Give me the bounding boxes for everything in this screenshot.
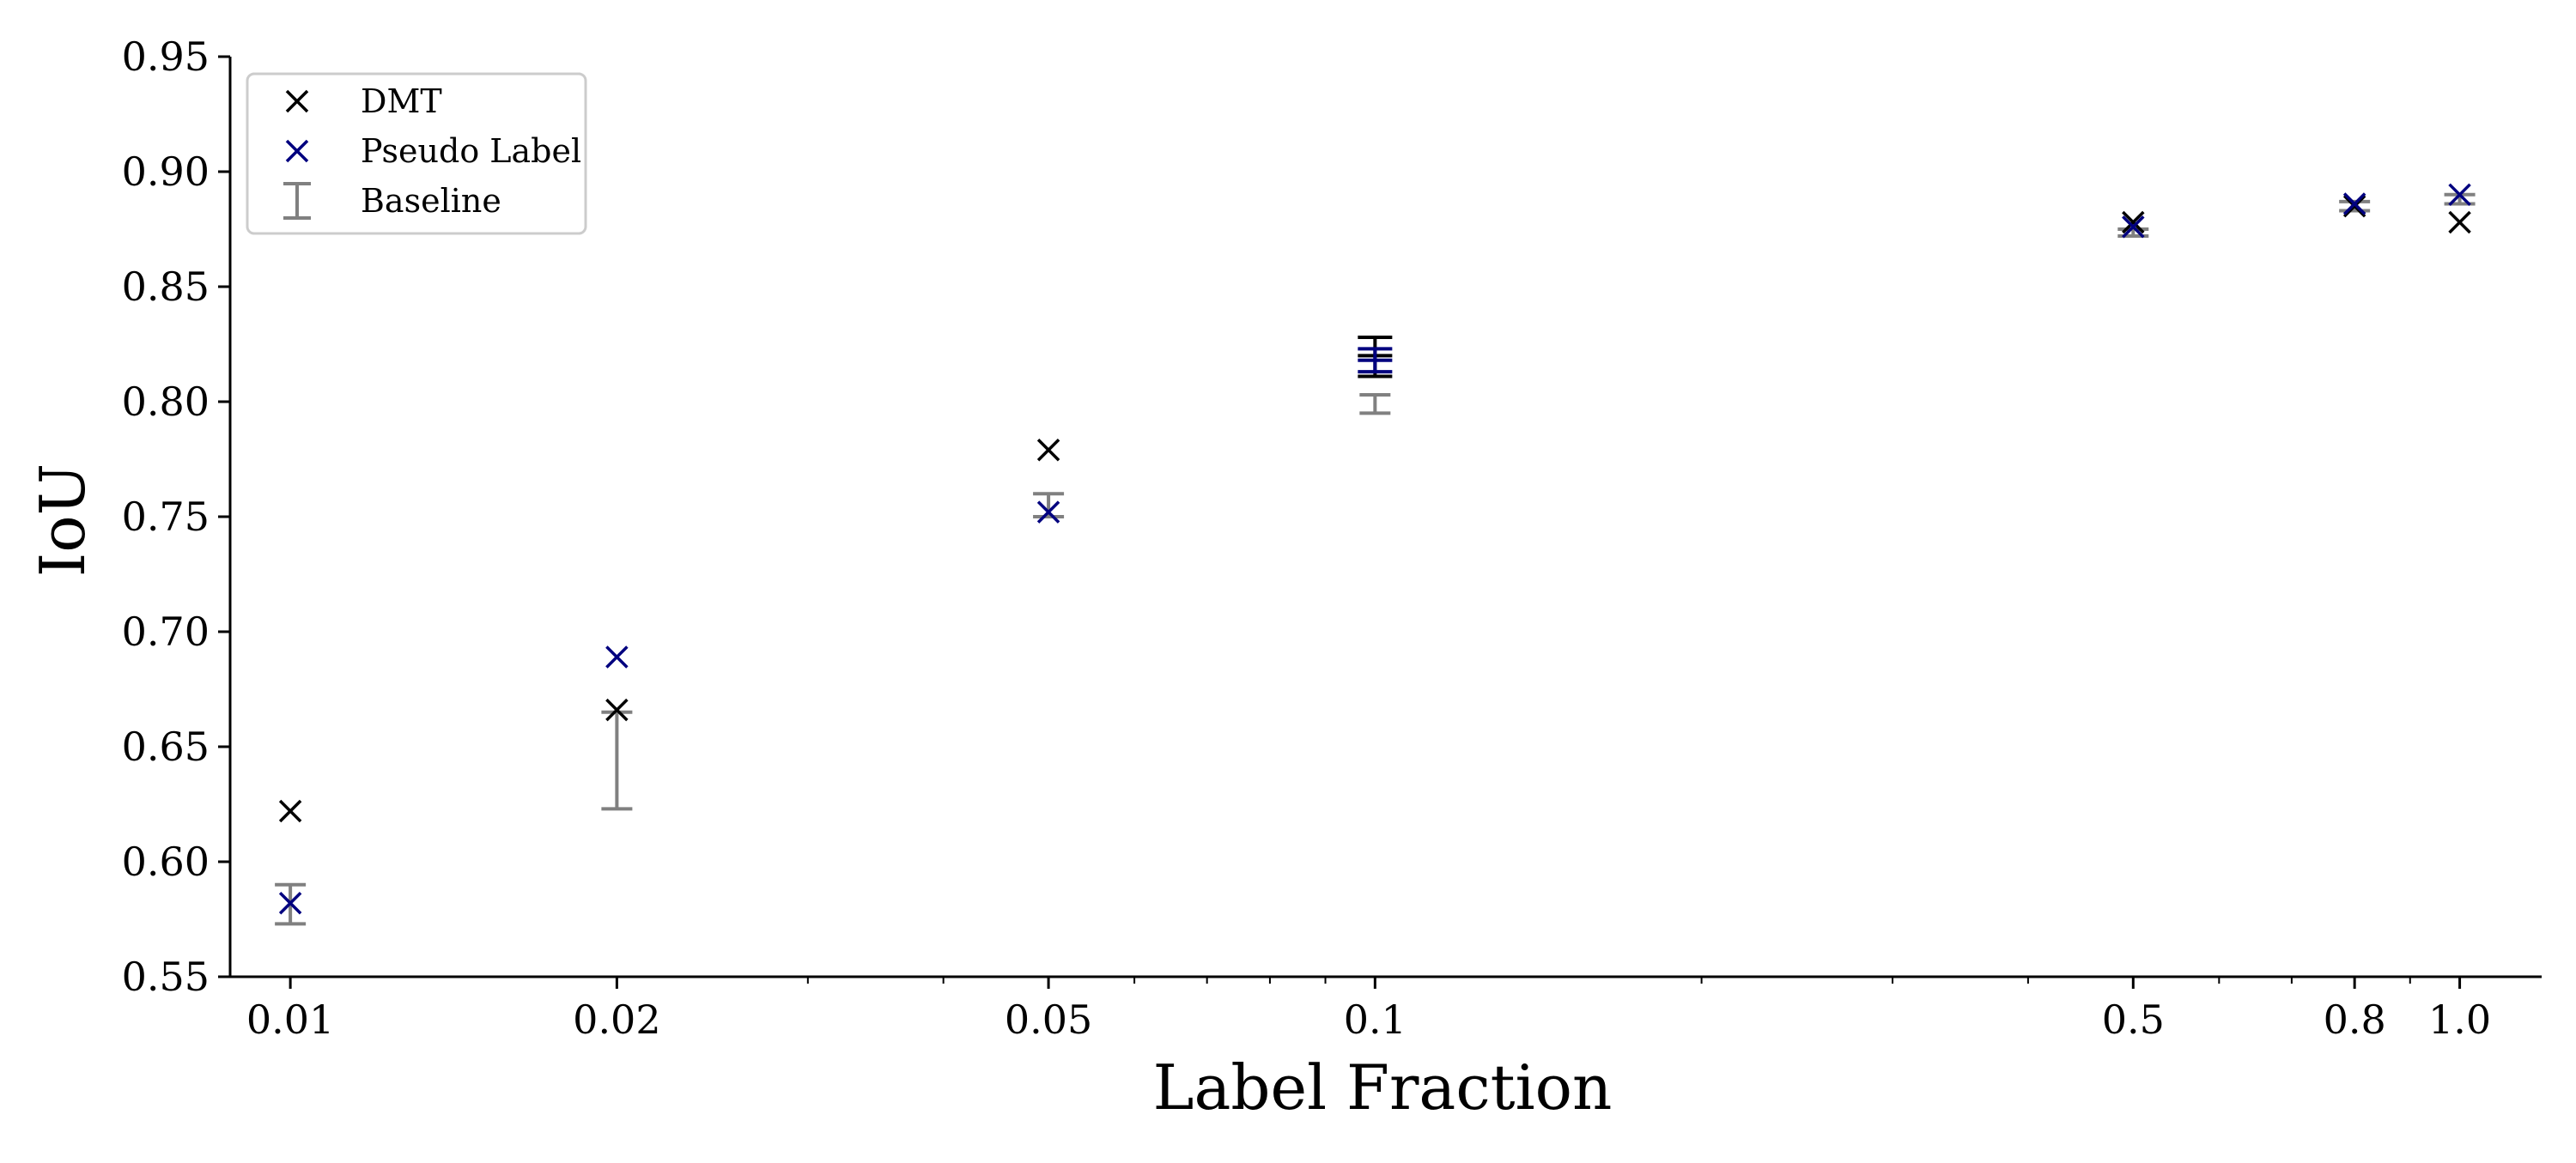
pseudo-label-point bbox=[2122, 215, 2145, 239]
dmt-point bbox=[1036, 439, 1060, 462]
marker-stroke bbox=[2448, 210, 2471, 234]
legend-marker-pseudo-label bbox=[285, 139, 309, 163]
legend: DMT Pseudo Label Baseline bbox=[246, 72, 587, 235]
x-tick-label: 0.8 bbox=[2324, 996, 2386, 1043]
y-tick-label: 0.65 bbox=[122, 724, 210, 770]
y-tick-label: 0.75 bbox=[122, 494, 210, 540]
pseudo-label-point bbox=[2342, 192, 2366, 215]
dmt-point bbox=[605, 698, 629, 722]
marker-stroke bbox=[285, 139, 309, 163]
dmt-point bbox=[2448, 210, 2471, 234]
legend-frame bbox=[246, 72, 587, 235]
y-tick-label: 0.60 bbox=[122, 839, 210, 885]
x-tick-label: 0.02 bbox=[573, 996, 660, 1043]
marker-stroke bbox=[2122, 210, 2145, 234]
pseudo-label-point bbox=[1036, 500, 1060, 524]
baseline-errorbar bbox=[2117, 227, 2149, 239]
legend-label: DMT bbox=[361, 82, 442, 120]
marker-stroke bbox=[1036, 439, 1060, 462]
y-axis-title: IoU bbox=[27, 463, 99, 577]
baseline-errorbar bbox=[1359, 392, 1391, 415]
legend-label: Baseline bbox=[361, 182, 501, 220]
x-tick-label: 0.01 bbox=[246, 996, 334, 1043]
pseudo-label-point bbox=[278, 892, 302, 915]
pseudo-label-point bbox=[605, 645, 629, 669]
marker-stroke bbox=[2122, 215, 2145, 239]
legend-label: Pseudo Label bbox=[361, 132, 581, 170]
marker-stroke bbox=[2448, 183, 2471, 207]
marker-stroke bbox=[2342, 194, 2366, 218]
dmt-point bbox=[278, 799, 302, 823]
y-tick-label: 0.80 bbox=[122, 379, 210, 425]
axes-layer: 0.55 0.60 0.65 0.70 0.75 0.80 0.85 0.90 0.95 0.01… bbox=[122, 33, 2542, 1043]
marker-stroke bbox=[278, 799, 302, 823]
legend-marker-baseline bbox=[283, 182, 311, 220]
marker-stroke bbox=[1036, 500, 1060, 524]
dmt-point bbox=[2122, 210, 2145, 234]
y-tick-label: 0.85 bbox=[122, 263, 210, 310]
x-axis-title: Label Fraction bbox=[1153, 1051, 1613, 1124]
marker-stroke bbox=[2342, 192, 2366, 215]
x-tick-label: 0.5 bbox=[2102, 996, 2165, 1043]
y-tick-label: 0.70 bbox=[122, 609, 210, 655]
marker-stroke bbox=[285, 89, 309, 113]
y-tick-label: 0.55 bbox=[122, 954, 210, 1000]
x-tick-label: 1.0 bbox=[2428, 996, 2491, 1043]
legend-marker-dmt bbox=[285, 89, 309, 113]
y-tick-label: 0.95 bbox=[122, 33, 210, 80]
marker-stroke bbox=[605, 645, 629, 669]
marker-stroke bbox=[278, 892, 302, 915]
dmt-point bbox=[2342, 194, 2366, 218]
y-tick-label: 0.90 bbox=[122, 148, 210, 195]
pseudo-label-point bbox=[2448, 183, 2471, 207]
marks-layer bbox=[275, 183, 2476, 926]
x-tick-label: 0.05 bbox=[1005, 996, 1092, 1043]
x-tick-label: 0.1 bbox=[1344, 996, 1406, 1043]
baseline-errorbar bbox=[601, 710, 633, 811]
marker-stroke bbox=[605, 698, 629, 722]
